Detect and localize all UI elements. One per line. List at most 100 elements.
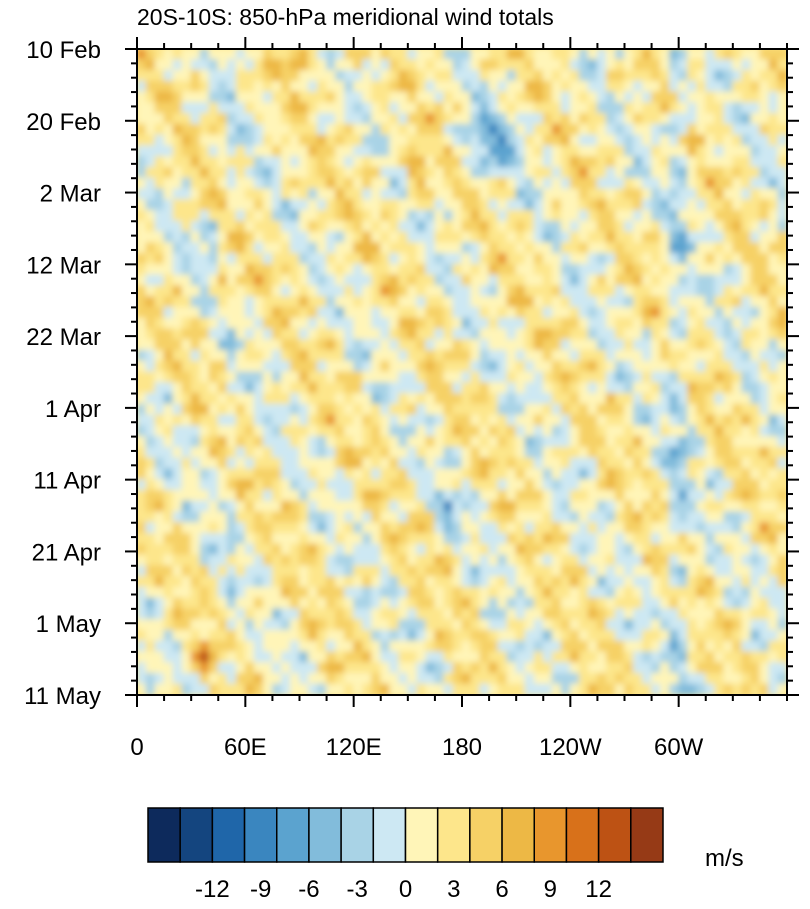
heatmap-cell: [470, 662, 481, 674]
heatmap-cell: [524, 629, 535, 642]
heatmap-cell: [353, 651, 364, 664]
heatmap-cell: [344, 177, 355, 190]
heatmap-cell: [614, 608, 625, 621]
heatmap-cell: [362, 360, 373, 373]
heatmap-cell: [335, 70, 346, 82]
heatmap-cell: [389, 403, 400, 416]
heatmap-cell: [497, 306, 508, 319]
heatmap-cell: [416, 619, 427, 631]
heatmap-cell: [172, 306, 183, 319]
heatmap-cell: [190, 145, 201, 158]
heatmap-cell: [578, 177, 589, 190]
heatmap-cell: [235, 500, 246, 513]
heatmap-cell: [217, 640, 228, 653]
heatmap-cell: [137, 500, 147, 513]
heatmap-cell: [434, 274, 445, 287]
heatmap-cell: [470, 489, 481, 502]
heatmap-cell: [326, 640, 337, 653]
heatmap-cell: [569, 414, 580, 427]
heatmap-cell: [750, 662, 761, 674]
heatmap-cell: [714, 91, 725, 104]
heatmap-cell: [181, 446, 192, 459]
heatmap-cell: [479, 306, 490, 319]
heatmap-cell: [560, 662, 571, 674]
heatmap-cell: [750, 382, 761, 395]
colorbar-label: 9: [544, 876, 557, 903]
heatmap-cell: [569, 651, 580, 664]
heatmap-cell: [461, 479, 472, 491]
heatmap-cell: [253, 296, 264, 308]
heatmap-cell: [172, 651, 183, 664]
heatmap-cell: [335, 371, 346, 384]
heatmap-cell: [353, 166, 364, 179]
heatmap-cell: [181, 328, 192, 341]
heatmap-cell: [732, 651, 743, 664]
heatmap-cell: [759, 328, 770, 341]
heatmap-cell: [308, 393, 319, 405]
heatmap-cell: [137, 59, 147, 72]
heatmap-cell: [299, 468, 310, 481]
heatmap-cell: [226, 188, 237, 201]
heatmap-cell: [244, 651, 255, 664]
heatmap-cell: [461, 145, 472, 158]
heatmap-cell: [497, 317, 508, 330]
heatmap-cell: [443, 231, 454, 244]
heatmap-cell: [759, 533, 770, 545]
heatmap-cell: [235, 263, 246, 276]
heatmap-cell: [759, 317, 770, 330]
heatmap-cell: [461, 576, 472, 588]
heatmap-cell: [560, 91, 571, 104]
heatmap-cell: [551, 349, 562, 362]
heatmap-cell: [750, 123, 761, 136]
heatmap-cell: [308, 629, 319, 642]
heatmap-cell: [163, 500, 174, 513]
heatmap-cell: [614, 231, 625, 244]
heatmap-cell: [443, 586, 454, 599]
heatmap-cell: [750, 328, 761, 341]
heatmap-cell: [452, 360, 463, 373]
heatmap-cell: [199, 640, 210, 653]
heatmap-cell: [506, 640, 517, 653]
heatmap-cell: [750, 371, 761, 384]
heatmap-cell: [389, 70, 400, 82]
heatmap-cell: [605, 306, 616, 319]
heatmap-cell: [172, 414, 183, 427]
heatmap-cell: [217, 91, 228, 104]
heatmap-cell: [524, 166, 535, 179]
heatmap-cell: [488, 70, 499, 82]
heatmap-cell: [777, 543, 787, 556]
heatmap-cell: [271, 629, 282, 642]
heatmap-cell: [497, 123, 508, 136]
heatmap-cell: [154, 220, 165, 233]
heatmap-cell: [777, 49, 787, 61]
heatmap-cell: [542, 134, 553, 147]
heatmap-cell: [642, 199, 653, 211]
heatmap-cell: [407, 565, 418, 578]
heatmap-cell: [280, 425, 291, 438]
heatmap-cell: [371, 253, 382, 265]
heatmap-cell: [407, 640, 418, 653]
heatmap-cell: [678, 619, 689, 631]
heatmap-cell: [705, 436, 716, 448]
heatmap-cell: [605, 274, 616, 287]
heatmap-cell: [741, 565, 752, 578]
heatmap-cell: [614, 489, 625, 502]
heatmap-cell: [551, 317, 562, 330]
x-tick-label: 60E: [224, 734, 267, 761]
heatmap-cell: [154, 479, 165, 491]
heatmap-cell: [308, 403, 319, 416]
heatmap-cell: [425, 403, 436, 416]
heatmap-cell: [317, 166, 328, 179]
heatmap-cell: [362, 220, 373, 233]
heatmap-cell: [488, 199, 499, 211]
heatmap-cell: [154, 102, 165, 115]
heatmap-cell: [551, 371, 562, 384]
heatmap-cell: [678, 393, 689, 405]
heatmap-cell: [280, 414, 291, 427]
heatmap-cell: [542, 339, 553, 351]
heatmap-cell: [696, 263, 707, 276]
heatmap-cell: [768, 188, 779, 201]
heatmap-cell: [633, 80, 644, 93]
heatmap-cell: [344, 339, 355, 351]
heatmap-cell: [651, 263, 662, 276]
